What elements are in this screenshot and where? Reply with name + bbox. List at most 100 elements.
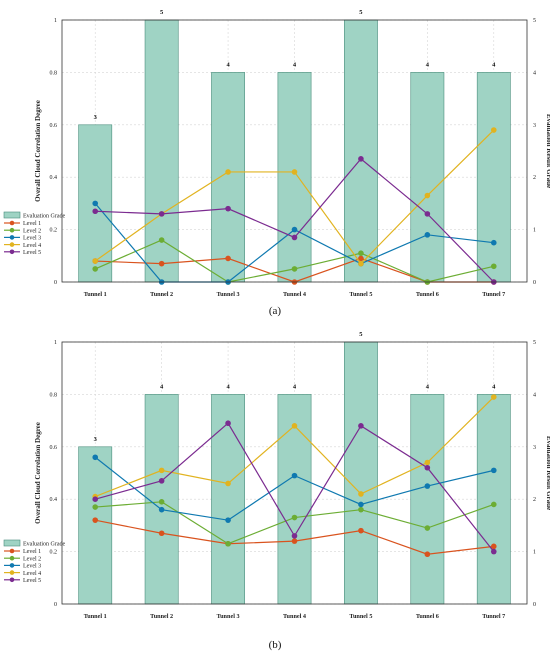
- data-point: [490, 548, 497, 555]
- bar-6: [410, 394, 445, 605]
- legend-label: Level 2: [23, 228, 41, 234]
- x-tick-label: Tunnel 2: [150, 291, 173, 298]
- x-tick-label: Tunnel 3: [217, 613, 240, 620]
- legend-marker: [9, 242, 15, 247]
- bar-7: [476, 394, 511, 605]
- data-point: [424, 525, 431, 531]
- x-tick-label: Tunnel 2: [150, 613, 173, 620]
- data-point: [490, 263, 497, 270]
- y2-tick-label: 3: [533, 123, 536, 129]
- data-point: [158, 499, 165, 505]
- bar-5: [344, 19, 378, 283]
- data-point: [92, 496, 99, 503]
- data-point: [158, 237, 165, 243]
- legend-marker: [9, 563, 15, 568]
- legend-label: Level 5: [23, 250, 41, 256]
- legend-swatch-bar: [3, 539, 21, 547]
- data-point: [225, 540, 231, 547]
- plot-frame: [61, 341, 528, 605]
- legend-label: Level 4: [23, 571, 41, 577]
- data-point: [291, 234, 298, 241]
- bar-label: 4: [426, 61, 430, 68]
- x-tick-label: Tunnel 4: [283, 613, 306, 620]
- data-point: [424, 464, 431, 471]
- bar-3: [211, 394, 245, 605]
- y2-tick-label: 2: [533, 175, 536, 181]
- data-point: [490, 239, 497, 246]
- y2-tick-label: 5: [533, 340, 536, 346]
- y-tick-label: 0.6: [50, 123, 58, 129]
- x-tick-label: Tunnel 3: [217, 291, 240, 298]
- legend-marker: [9, 235, 15, 240]
- y2-tick-label: 1: [533, 228, 536, 234]
- data-point: [291, 514, 298, 521]
- data-point: [225, 480, 231, 487]
- y-tick-label: 0.8: [50, 70, 58, 76]
- data-point: [92, 208, 99, 215]
- bar-4: [277, 394, 312, 605]
- y-tick-label: 0: [54, 280, 57, 286]
- x-tick-label: Tunnel 5: [349, 613, 372, 620]
- panel-caption: (a): [269, 305, 282, 317]
- data-point: [424, 232, 431, 238]
- data-point: [358, 250, 364, 256]
- data-point: [358, 255, 364, 262]
- data-point: [92, 517, 99, 523]
- y-tick-label: 1: [54, 18, 57, 24]
- bar-7: [476, 72, 511, 283]
- data-point: [158, 467, 165, 474]
- data-point: [158, 211, 165, 217]
- y2-axis-label: Evaluation Result Grade: [545, 436, 550, 510]
- data-point: [225, 205, 231, 212]
- data-point: [358, 156, 364, 162]
- x-tick-label: Tunnel 7: [482, 613, 505, 620]
- x-tick-label: Tunnel 4: [283, 291, 306, 298]
- data-point: [158, 478, 165, 484]
- data-point: [424, 211, 431, 217]
- y-tick-label: 0.2: [50, 228, 58, 234]
- data-point: [358, 506, 364, 513]
- legend-label: Level 1: [23, 549, 41, 555]
- data-point: [291, 226, 298, 233]
- data-point: [92, 504, 99, 510]
- legend-label: Level 4: [23, 243, 41, 249]
- data-point: [490, 467, 497, 474]
- bar-label: 4: [492, 383, 496, 390]
- bar-5: [344, 341, 378, 605]
- y-tick-label: 0.4: [50, 497, 58, 503]
- legend-marker: [9, 227, 15, 233]
- legend-label: Level 3: [23, 236, 41, 242]
- bar-label: 4: [293, 61, 297, 68]
- bar-6: [410, 72, 445, 283]
- x-tick-label: Tunnel 7: [482, 291, 505, 298]
- bar-label: 3: [94, 436, 98, 443]
- bar-label: 5: [359, 9, 363, 16]
- legend-marker: [9, 555, 15, 561]
- legend-label: Evaluation Grade: [23, 542, 65, 548]
- data-point: [358, 527, 364, 534]
- line-series-5: [92, 156, 497, 285]
- y-axis-label: Overall Cloud Correlation Degree: [34, 422, 42, 524]
- data-point: [225, 255, 231, 262]
- legend-label: Evaluation Grade: [23, 214, 65, 220]
- y-axis-label: Overall Cloud Correlation Degree: [34, 100, 42, 202]
- y2-axis-label: Evaluation Result Grade: [545, 114, 550, 188]
- y-tick-label: 0.2: [50, 550, 58, 556]
- bar-label: 5: [359, 331, 363, 338]
- bar-series: 3 5 4 4 5 4 4: [78, 9, 511, 283]
- data-point: [358, 423, 364, 429]
- legend-label: Level 1: [23, 221, 41, 227]
- data-point: [490, 127, 497, 133]
- x-tick-label: Tunnel 1: [84, 613, 107, 620]
- legend-label: Level 3: [23, 564, 41, 570]
- data-point: [424, 483, 431, 489]
- data-point: [225, 169, 231, 175]
- data-point: [291, 472, 298, 479]
- bar-1: [78, 446, 113, 605]
- data-point: [92, 258, 99, 264]
- bar-3: [211, 72, 245, 283]
- y-tick-label: 0.6: [50, 445, 58, 451]
- bar-label: 4: [426, 383, 430, 390]
- y2-tick-label: 4: [533, 70, 536, 76]
